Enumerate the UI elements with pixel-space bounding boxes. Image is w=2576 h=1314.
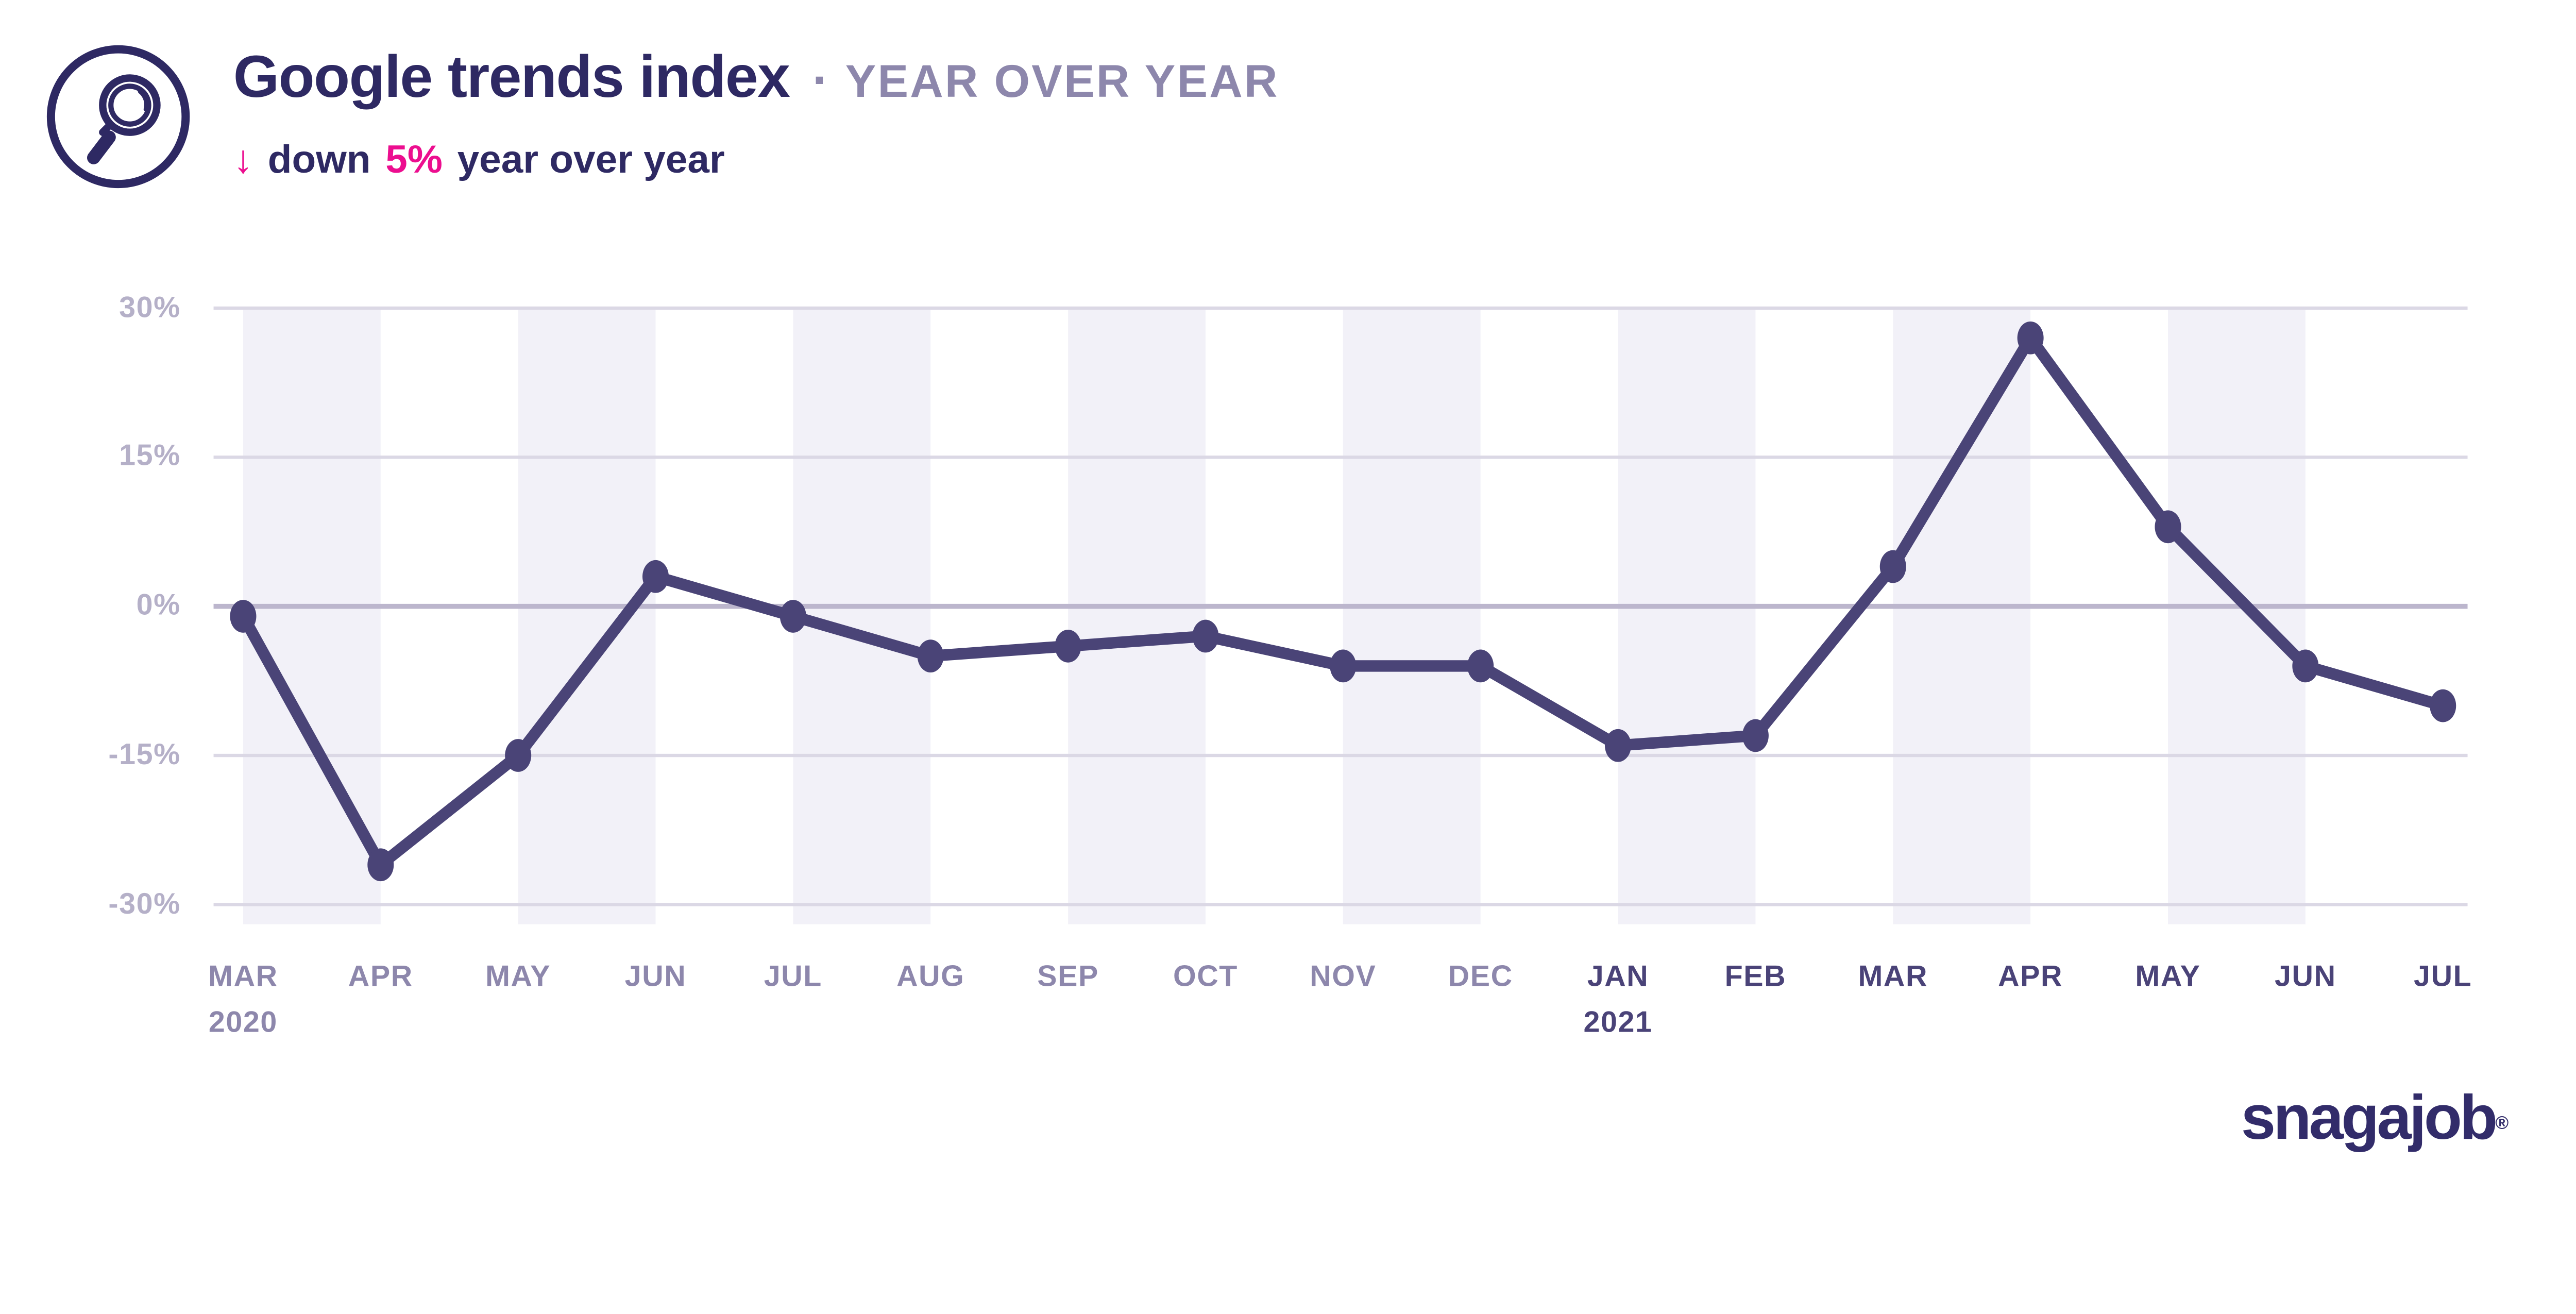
data-point bbox=[2017, 321, 2044, 355]
data-point bbox=[505, 739, 532, 772]
x-tick-label: MAY bbox=[2135, 959, 2201, 993]
month-band bbox=[1343, 308, 1481, 924]
down-arrow-icon: ↓ bbox=[233, 138, 253, 182]
data-point bbox=[1330, 649, 1357, 683]
x-tick-label: APR bbox=[348, 959, 413, 993]
x-tick-label: MAY bbox=[485, 959, 551, 993]
data-point bbox=[917, 639, 944, 673]
y-tick-label: -15% bbox=[108, 737, 181, 770]
month-band bbox=[1893, 308, 2031, 924]
data-point bbox=[1742, 719, 1769, 752]
month-band bbox=[518, 308, 656, 924]
x-tick-label: JUL bbox=[764, 959, 822, 993]
data-point bbox=[230, 600, 257, 633]
y-tick-label: 0% bbox=[136, 588, 181, 621]
data-point bbox=[2430, 689, 2456, 722]
month-band bbox=[2167, 308, 2306, 924]
registered-mark: ® bbox=[2495, 1114, 2509, 1134]
x-tick-label: JAN 2021 bbox=[1528, 958, 1708, 1040]
page-title: Google trends index bbox=[233, 42, 790, 110]
x-tick-label: NOV bbox=[1310, 959, 1377, 993]
data-point bbox=[2292, 649, 2319, 683]
snagajob-logo: snagajob® bbox=[2241, 1085, 2509, 1155]
x-tick-label: JUN bbox=[2275, 959, 2336, 993]
title-separator-dot: · bbox=[812, 54, 829, 109]
y-tick-label: 30% bbox=[119, 290, 181, 323]
data-point bbox=[1605, 729, 1632, 762]
x-tick-label: SEP bbox=[1037, 959, 1099, 993]
x-tick-label: OCT bbox=[1173, 959, 1238, 993]
x-tick-label: APR bbox=[1998, 959, 2063, 993]
delta-value: 5% bbox=[385, 138, 443, 182]
x-tick-label: FEB bbox=[1724, 959, 1787, 993]
data-point bbox=[1192, 619, 1219, 653]
x-tick-label: DEC bbox=[1448, 959, 1513, 993]
logo-text: snagajob bbox=[2241, 1084, 2498, 1154]
x-tick-label: JUN bbox=[624, 959, 687, 993]
delta-prefix: down bbox=[267, 138, 371, 182]
month-band bbox=[1618, 308, 1756, 924]
data-point bbox=[642, 560, 669, 593]
data-point bbox=[2155, 510, 2181, 544]
x-year-label: 2021 bbox=[1583, 1005, 1653, 1039]
y-tick-label: -30% bbox=[108, 886, 181, 920]
data-point bbox=[1467, 649, 1494, 683]
data-point bbox=[367, 848, 394, 882]
magnifier-circle-icon bbox=[46, 45, 190, 189]
x-tick-label: JUL bbox=[2414, 959, 2472, 993]
data-point bbox=[1879, 550, 1906, 583]
delta-suffix: year over year bbox=[457, 138, 725, 182]
y-tick-label: 15% bbox=[119, 439, 181, 472]
header-title-row: Google trends index · YEAR OVER YEAR bbox=[233, 43, 1279, 122]
month-band bbox=[793, 308, 931, 924]
data-point bbox=[779, 600, 806, 633]
title-tag: YEAR OVER YEAR bbox=[845, 56, 1279, 107]
x-year-label: 2020 bbox=[208, 1005, 278, 1039]
month-band bbox=[1068, 308, 1206, 924]
x-tick-label: MAR 2020 bbox=[153, 958, 334, 1040]
trend-line-chart bbox=[213, 306, 2468, 924]
x-tick-label: AUG bbox=[896, 959, 965, 993]
data-point bbox=[1055, 629, 1081, 663]
x-tick-label: MAR bbox=[1858, 959, 1928, 993]
infographic-page: Google trends index · YEAR OVER YEAR ↓ d… bbox=[46, 42, 2509, 1155]
delta-subtitle: ↓ down 5% year over year bbox=[233, 138, 725, 191]
